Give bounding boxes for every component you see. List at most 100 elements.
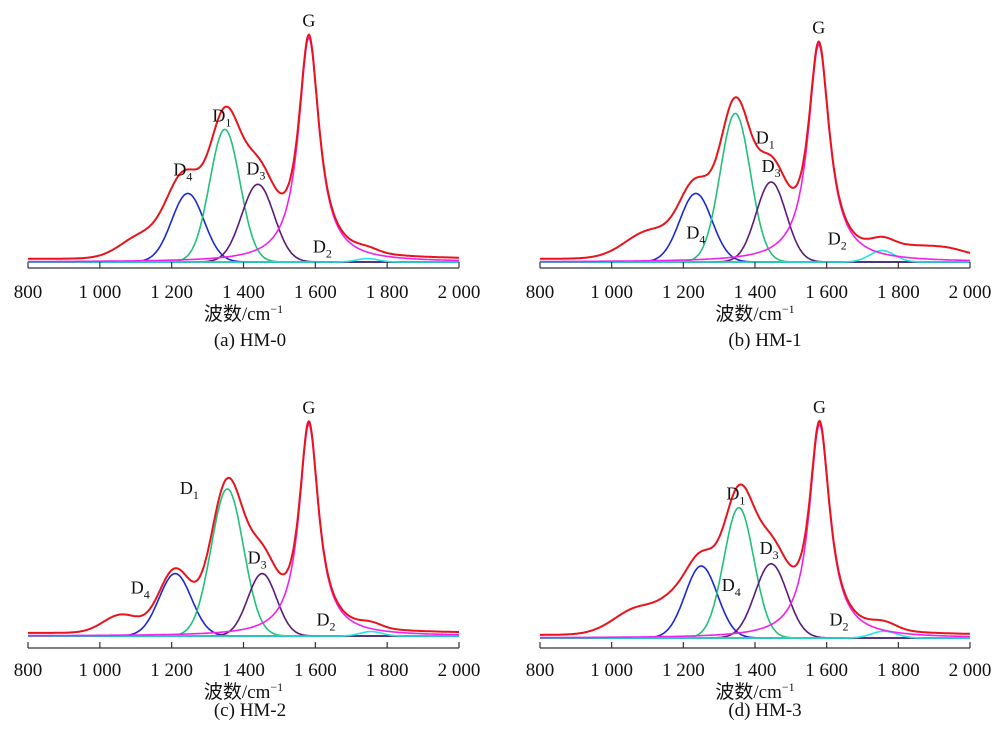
- panel-hm-3: D4 D1 D3 G D2 800 1 000 1 200 1 400 1 600 1 800 2 0…: [515, 380, 1000, 747]
- x-tick-label: 1 400: [734, 282, 777, 303]
- peak-d4-curve: [540, 565, 970, 639]
- peak-label-main: D: [760, 538, 773, 558]
- x-tick-label: 800: [526, 282, 555, 303]
- peak-g-curve: [540, 423, 970, 639]
- peak-label-d1: D1: [212, 105, 231, 129]
- peak-label-main: D: [828, 229, 841, 249]
- x-tick-label: 1 800: [366, 282, 409, 303]
- peak-label-main: D: [830, 609, 843, 629]
- x-tick-label: 1 400: [734, 660, 777, 681]
- peak-label-d4: D4: [686, 222, 705, 246]
- peak-d1-curve: [28, 128, 459, 263]
- peak-label-main: D: [762, 156, 775, 176]
- peak-label-main: G: [302, 397, 315, 417]
- x-tick-label: 1 800: [877, 282, 920, 303]
- peak-label-main: G: [302, 11, 315, 31]
- peak-label-subscript: 2: [843, 619, 849, 633]
- peak-label-subscript: 1: [739, 494, 745, 508]
- x-axis-label-base: 波数/cm: [715, 681, 782, 703]
- peak-d1-curve: [540, 506, 970, 639]
- peak-label-d3: D3: [762, 156, 781, 180]
- total-spectrum-curve: [28, 33, 459, 260]
- peak-label-main: D: [180, 478, 193, 498]
- panel-hm-0: D4 D1 D3 G D2 800 1 000 1 200 1 400 1 600 1 800 2 0…: [0, 0, 500, 367]
- x-axis-label-base: 波数/cm: [204, 681, 271, 703]
- x-tick-label: 800: [14, 282, 43, 303]
- peak-label-main: D: [131, 578, 144, 598]
- x-tick-label: 1 200: [150, 660, 193, 681]
- peak-label-g: G: [302, 397, 315, 417]
- peak-label-main: D: [212, 105, 225, 125]
- panel-caption: (c) HM-2: [213, 700, 287, 721]
- x-tick-label: 1 000: [590, 660, 633, 681]
- total-spectrum-curve: [540, 419, 970, 636]
- peak-label-d1: D1: [180, 478, 199, 502]
- x-axis-label: 波数/cm−1: [715, 680, 794, 703]
- peak-label-main: D: [756, 127, 769, 147]
- total-spectrum-curve: [28, 419, 459, 634]
- panel-caption: (a) HM-0: [213, 330, 287, 351]
- x-tick-label: 1 400: [222, 660, 265, 681]
- peak-label-d3: D3: [760, 538, 779, 562]
- peak-d3-curve: [28, 183, 459, 263]
- peak-d4-curve: [540, 192, 970, 263]
- x-tick-label: 2 000: [438, 660, 481, 681]
- x-tick-label: 1 000: [590, 282, 633, 303]
- peak-d3-curve: [540, 563, 970, 639]
- x-tick-label: 1 800: [366, 660, 409, 681]
- peak-label-g: G: [302, 11, 315, 31]
- peak-label-subscript: 1: [193, 488, 199, 502]
- peak-label-d4: D4: [173, 159, 192, 183]
- peak-g-curve: [540, 43, 970, 263]
- peak-label-subscript: 1: [769, 137, 775, 151]
- peak-d2-curve: [540, 249, 970, 263]
- peak-label-subscript: 2: [330, 620, 336, 634]
- x-tick-label: 1 400: [222, 282, 265, 303]
- x-axis-label-base: 波数/cm: [715, 303, 782, 325]
- panel-caption: (d) HM-3: [728, 700, 802, 721]
- x-tick-label: 1 600: [294, 282, 337, 303]
- panel-hm-2: D4 D1 D3 G D2 800 1 000 1 200 1 400 1 600 1 800 2 0…: [0, 380, 500, 747]
- peak-label-subscript: 4: [699, 232, 705, 246]
- panel-caption: (b) HM-1: [728, 330, 802, 351]
- peak-label-d1: D1: [756, 127, 775, 151]
- peak-label-subscript: 3: [259, 168, 265, 182]
- x-axis-label-superscript: −1: [782, 302, 795, 316]
- x-tick-label: 1 600: [805, 282, 848, 303]
- peak-label-main: G: [812, 18, 825, 38]
- x-tick-label: 800: [14, 660, 43, 681]
- x-axis-label-base: 波数/cm: [204, 303, 271, 325]
- x-axis-label-superscript: −1: [782, 680, 795, 694]
- peak-label-g: G: [813, 397, 826, 417]
- peak-label-main: D: [248, 548, 261, 568]
- x-tick-label: 1 800: [877, 660, 920, 681]
- peak-label-main: D: [726, 484, 739, 504]
- peak-d3-curve: [540, 181, 970, 263]
- x-tick-label: 800: [526, 660, 555, 681]
- peak-g-curve: [27, 36, 459, 263]
- x-tick-label: 1 200: [662, 660, 705, 681]
- peak-label-d2: D2: [828, 229, 847, 253]
- total-spectrum-curve: [540, 40, 971, 260]
- peak-label-d2: D2: [317, 610, 336, 634]
- peak-label-main: D: [313, 237, 326, 257]
- peak-label-main: D: [246, 158, 259, 178]
- x-tick-label: 2 000: [438, 282, 481, 303]
- peak-label-subscript: 3: [261, 558, 267, 572]
- panel-hm-1: D4 D1 D3 G D2 800 1 000 1 200 1 400 1 600 1 800 2 0…: [515, 0, 1000, 367]
- peak-label-subscript: 4: [735, 585, 741, 599]
- peak-label-subscript: 4: [186, 169, 192, 183]
- x-tick-label: 2 000: [949, 282, 992, 303]
- peak-label-d1: D1: [726, 484, 745, 508]
- x-axis-label-superscript: −1: [270, 302, 283, 316]
- peak-label-main: D: [317, 610, 330, 630]
- peak-label-d3: D3: [248, 548, 267, 572]
- x-tick-label: 1 200: [662, 282, 705, 303]
- x-axis-label: 波数/cm−1: [204, 302, 283, 325]
- x-tick-label: 1 600: [294, 660, 337, 681]
- x-axis-label-superscript: −1: [270, 680, 283, 694]
- x-tick-label: 1 000: [78, 282, 121, 303]
- peak-label-subscript: 3: [775, 166, 781, 180]
